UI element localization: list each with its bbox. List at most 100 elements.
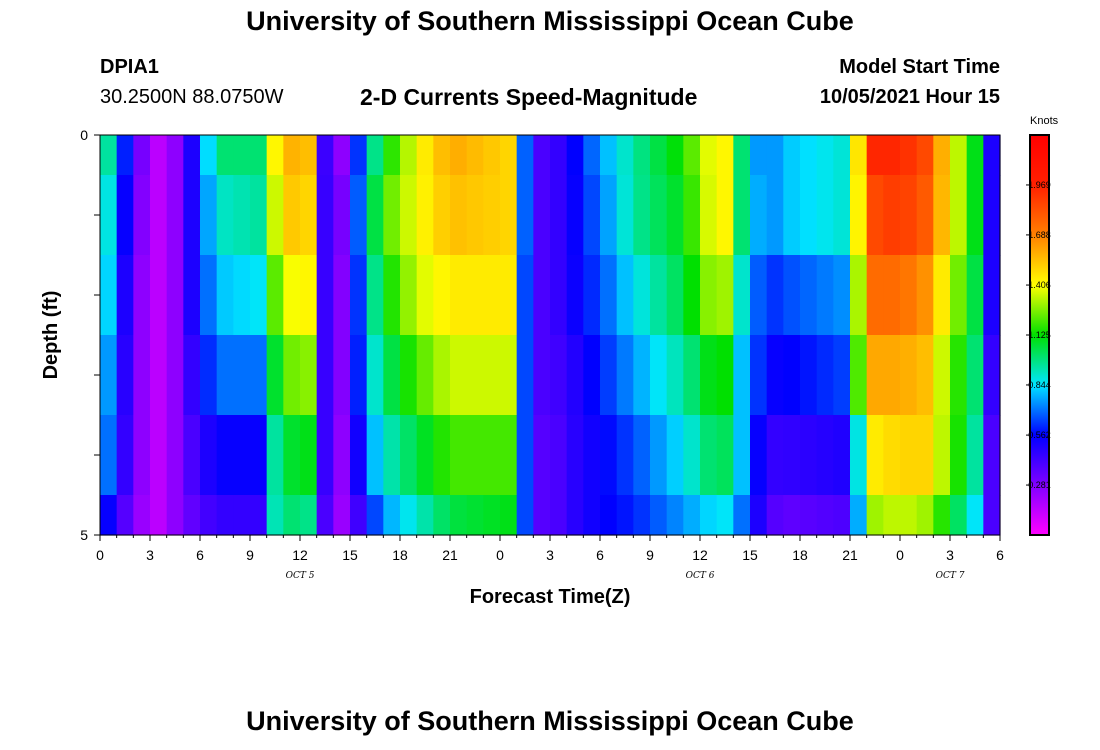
x-tick-label: 3 [146,547,154,563]
heat-cell [550,335,568,416]
heat-cell [433,495,451,536]
heat-cell [833,175,851,256]
heat-cell [916,255,934,336]
heat-cell [116,175,134,256]
heat-cell [766,255,784,336]
heat-cell [116,335,134,416]
heat-cell [433,255,451,336]
heat-cell [650,135,668,176]
heat-cell [933,335,951,416]
heat-cell [383,335,401,416]
colorbar-tick-label: 0.281 [1028,480,1051,490]
date-label: OCT 5 [286,571,315,581]
heat-cell [966,495,984,536]
heat-cell [266,415,284,496]
colorbar-ticks: 1.969 1.688 1.406 1.125 0.844 0.562 0.281 [1026,180,1051,490]
heat-cell [100,335,118,416]
heat-cell [366,415,384,496]
heat-cell [533,415,551,496]
heat-cell [700,495,718,536]
heat-cell [366,175,384,256]
heat-cell [800,335,818,416]
heat-cell [150,175,168,256]
heat-cell [366,135,384,176]
heat-cell [400,175,418,256]
heat-cell [383,415,401,496]
heat-cell [850,415,868,496]
heat-cell [900,135,918,176]
colorbar-tick-label: 1.969 [1028,180,1051,190]
heat-cell [400,415,418,496]
heat-cell [916,135,934,176]
heat-cell [550,495,568,536]
heat-cell [133,255,151,336]
heat-cell [883,495,901,536]
heat-cell [483,415,501,496]
heat-cell [250,495,268,536]
heat-cell [183,335,201,416]
heat-cell [533,335,551,416]
heat-cell [150,135,168,176]
heat-cell [550,255,568,336]
heat-cell [366,495,384,536]
heat-cell [450,335,468,416]
heat-cell [516,495,534,536]
heat-cell [116,135,134,176]
chart-title: University of Southern Mississippi Ocean… [246,6,854,36]
heat-cell [850,495,868,536]
heat-cell [716,135,734,176]
heat-cell [866,255,884,336]
heat-cell [200,135,218,176]
heat-cell [183,255,201,336]
x-tick-label: 12 [692,547,708,563]
heat-cell [216,495,234,536]
heat-cell [600,255,618,336]
heat-cell [566,415,584,496]
heat-cell [583,415,601,496]
heat-cell [433,175,451,256]
heat-cell [800,415,818,496]
heat-cell [116,415,134,496]
heat-cell [183,415,201,496]
heat-cell [550,415,568,496]
heat-cell [700,335,718,416]
heat-cell [250,175,268,256]
heat-cell [633,495,651,536]
heat-cell [383,495,401,536]
x-tick-label: 9 [246,547,254,563]
heat-cell [166,495,184,536]
heat-cell [400,335,418,416]
heat-cell [216,335,234,416]
heat-cell [783,335,801,416]
heat-cell [783,415,801,496]
x-axis-title: Forecast Time(Z) [470,586,631,608]
heat-cell [433,135,451,176]
heat-cell [616,255,634,336]
heat-cell [333,175,351,256]
heat-cell [916,495,934,536]
heat-cell [583,495,601,536]
heat-cell [566,335,584,416]
heat-cell [333,335,351,416]
heat-cell [616,175,634,256]
heat-cell [283,335,301,416]
heat-cell [900,255,918,336]
heat-cell [983,335,1001,416]
heat-cell [766,495,784,536]
heat-cell [866,335,884,416]
heat-cell [800,175,818,256]
x-axis: 0 3 6 9 12 15 18 21 0 3 6 9 12 15 18 21 0 3 6 OCT 5 OCT 6 OCT… [96,535,1004,581]
heat-cell [416,415,434,496]
x-tick-label: 3 [546,547,554,563]
heat-cell [216,175,234,256]
heat-cell [650,175,668,256]
heat-cell [550,135,568,176]
x-tick-label: 18 [392,547,408,563]
heat-cell [466,335,484,416]
heat-cell [100,495,118,536]
heat-cell [666,255,684,336]
heat-cell [600,335,618,416]
heat-cell [900,175,918,256]
heat-cell [100,415,118,496]
heat-cell [616,415,634,496]
